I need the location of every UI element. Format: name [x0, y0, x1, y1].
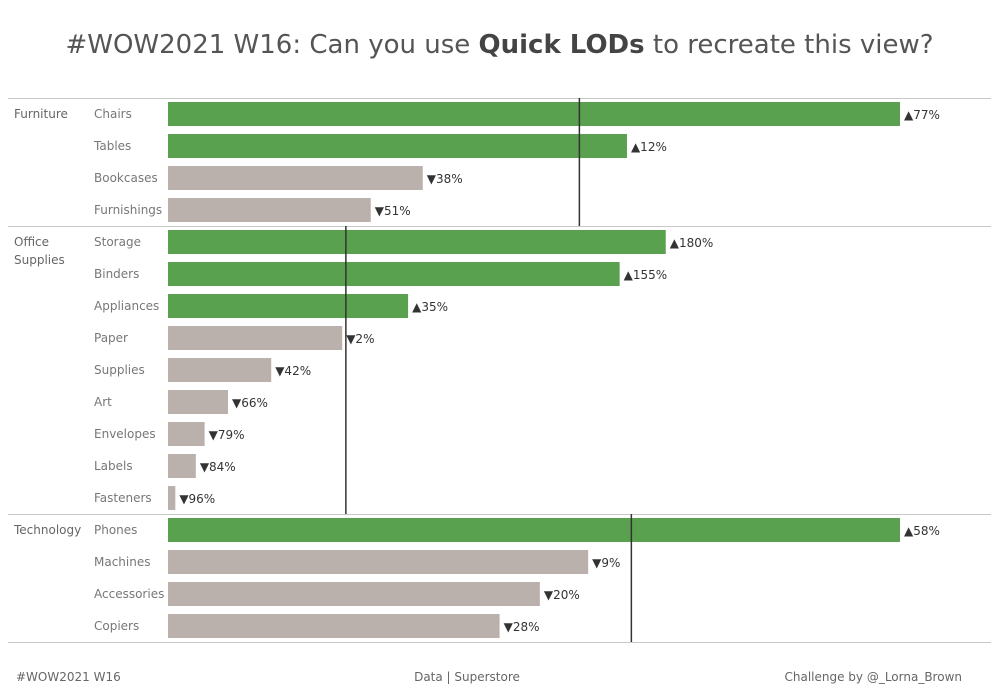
bar-tables [168, 134, 627, 158]
value-label: ▼28% [504, 620, 540, 634]
value-label: ▲35% [412, 300, 448, 314]
bar-labels [168, 454, 196, 478]
sub-category-label: Appliances [94, 299, 159, 313]
bar-bookcases [168, 166, 423, 190]
sub-category-label: Furnishings [94, 203, 162, 217]
value-label: ▼79% [209, 428, 245, 442]
footer-credit: Challenge by @_Lorna_Brown [784, 670, 962, 684]
category-label: Technology [13, 523, 81, 537]
bar-art [168, 390, 229, 414]
value-label: ▼96% [179, 492, 215, 506]
bar-envelopes [168, 422, 205, 446]
value-label: ▼84% [200, 460, 236, 474]
chart-title: #WOW2021 W16: Can you use Quick LODs to … [0, 30, 999, 60]
bar-supplies [168, 358, 272, 382]
footer-data-source: Data | Superstore [414, 670, 520, 684]
bar-fasteners [168, 486, 176, 510]
value-label: ▲155% [624, 268, 668, 282]
category-label: Supplies [14, 253, 65, 267]
footer-left: #WOW2021 W16 [16, 670, 121, 684]
sub-category-label: Chairs [94, 107, 132, 121]
value-label: ▲77% [904, 108, 940, 122]
title-suffix: to recreate this view? [644, 30, 934, 60]
value-label: ▼9% [592, 556, 620, 570]
sub-category-label: Storage [94, 235, 141, 249]
category-label: Office [14, 235, 49, 249]
value-label: ▲58% [904, 524, 940, 538]
value-label: ▼66% [232, 396, 268, 410]
bar-storage [168, 230, 666, 254]
bar-furnishings [168, 198, 371, 222]
bar-chart: Furniture Chairs ▲77% Tables ▲12% Bookcases ▼3… [8, 98, 991, 643]
category-label: Furniture [14, 107, 68, 121]
sub-category-label: Fasteners [94, 491, 152, 505]
value-label: ▼2% [346, 332, 374, 346]
bar-copiers [168, 614, 500, 638]
sub-category-label: Tables [93, 139, 131, 153]
bar-paper [168, 326, 343, 350]
value-label: ▼42% [275, 364, 311, 378]
sub-category-label: Binders [94, 267, 139, 281]
value-label: ▲180% [670, 236, 714, 250]
sub-category-label: Envelopes [94, 427, 156, 441]
sub-category-label: Copiers [94, 619, 139, 633]
value-label: ▼51% [375, 204, 411, 218]
bar-appliances [168, 294, 409, 318]
sub-category-label: Phones [94, 523, 137, 537]
sub-category-label: Accessories [94, 587, 164, 601]
value-label: ▼20% [544, 588, 580, 602]
bar-chairs [168, 102, 900, 126]
bar-accessories [168, 582, 540, 606]
sub-category-label: Labels [94, 459, 133, 473]
sub-category-label: Machines [94, 555, 150, 569]
sub-category-label: Paper [94, 331, 128, 345]
bar-binders [168, 262, 620, 286]
sub-category-label: Supplies [94, 363, 145, 377]
sub-category-label: Art [94, 395, 112, 409]
sub-category-label: Bookcases [94, 171, 158, 185]
bar-phones [168, 518, 900, 542]
title-bold: Quick LODs [478, 30, 645, 60]
value-label: ▼38% [427, 172, 463, 186]
title-prefix: #WOW2021 W16: Can you use [65, 30, 479, 60]
value-label: ▲12% [631, 140, 667, 154]
bar-machines [168, 550, 589, 574]
